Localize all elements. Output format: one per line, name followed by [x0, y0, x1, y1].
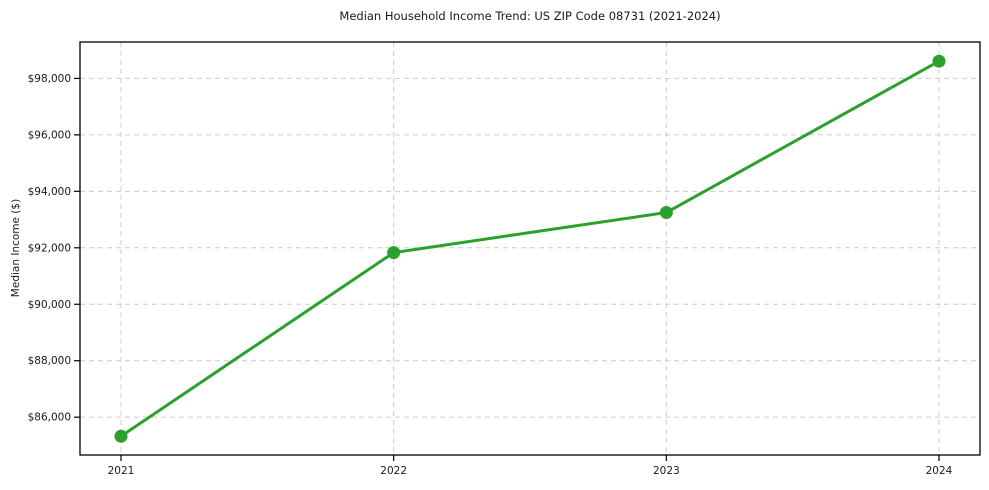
- y-tick-label: $92,000: [28, 242, 71, 254]
- y-tick-label: $88,000: [28, 355, 71, 367]
- data-point: [932, 54, 946, 68]
- data-point: [387, 246, 401, 260]
- data-point: [659, 206, 673, 220]
- y-tick-label: $94,000: [28, 186, 71, 198]
- x-tick-label: 2021: [108, 465, 135, 477]
- chart-title: Median Household Income Trend: US ZIP Co…: [339, 9, 721, 23]
- data-point: [114, 429, 128, 443]
- x-tick-label: 2022: [380, 465, 407, 477]
- x-tick-label: 2023: [653, 465, 680, 477]
- trend-line: [119, 59, 941, 438]
- y-tick-label: $98,000: [28, 73, 71, 85]
- axes-box: [79, 41, 981, 456]
- x-tick-label: 2024: [926, 465, 953, 477]
- y-tick-label: $86,000: [28, 412, 71, 424]
- y-tick-label: $96,000: [28, 129, 71, 141]
- y-tick-label: $90,000: [28, 299, 71, 311]
